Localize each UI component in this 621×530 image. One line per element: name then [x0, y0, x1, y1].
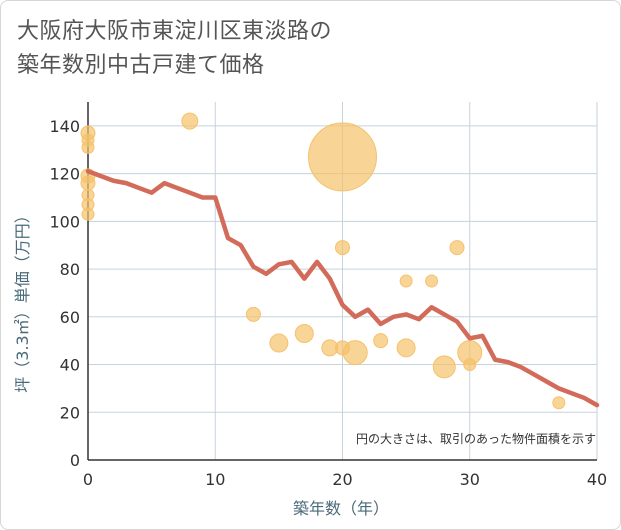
chart-title: 大阪府大阪市東淀川区東淡路の 築年数別中古戸建て価格 [17, 15, 332, 83]
bubble-point [80, 175, 96, 191]
y-tick-label: 80 [60, 260, 80, 279]
bubble-point [399, 274, 413, 288]
axes [87, 102, 597, 461]
bubble-point [181, 112, 199, 130]
bubble-point [269, 333, 289, 353]
x-tick-label: 30 [460, 470, 480, 489]
bubble-size-note: 円の大きさは、取引のあった物件面積を示す [356, 431, 596, 446]
bubble-point [463, 358, 477, 372]
y-tick-labels: 0 20 40 60 80 100 120 140 [49, 117, 80, 470]
y-tick-label: 100 [49, 212, 80, 231]
x-tick-label: 0 [83, 470, 93, 489]
bubble-point [81, 207, 95, 221]
y-tick-label: 140 [49, 117, 80, 136]
bubble-series [80, 112, 566, 410]
chart-title-line1: 大阪府大阪市東淀川区東淡路の [17, 19, 333, 44]
bubble-point [81, 140, 95, 154]
average-price-line [85, 168, 600, 408]
bubble-point [552, 396, 566, 410]
x-axis-label: 築年数（年） [293, 499, 389, 518]
y-axis-label: 坪（3.3㎡）単価（万円） [13, 207, 32, 392]
bubble-point [294, 324, 314, 344]
trend-line-series [85, 168, 600, 408]
bubble-point [396, 338, 416, 358]
chart-title-line2: 築年数別中古戸建て価格 [17, 53, 265, 78]
bubble-point [425, 274, 439, 288]
bubble-point [432, 355, 456, 379]
y-tick-label: 120 [49, 165, 80, 184]
grid-lines [88, 102, 598, 460]
y-tick-label: 0 [70, 451, 80, 470]
bubble-point [335, 240, 350, 256]
bubble-point [373, 333, 389, 349]
x-tick-labels: 0 10 20 30 40 [83, 470, 607, 489]
bubble-point [245, 306, 261, 322]
bubble-point [308, 122, 377, 192]
y-tick-label: 20 [60, 403, 80, 422]
x-tick-label: 40 [587, 470, 607, 489]
y-tick-label: 40 [60, 356, 80, 375]
y-tick-label: 60 [60, 308, 80, 327]
x-tick-label: 20 [332, 470, 352, 489]
bubble-point [449, 240, 465, 256]
x-tick-label: 10 [205, 470, 225, 489]
bubble-point [342, 340, 368, 366]
